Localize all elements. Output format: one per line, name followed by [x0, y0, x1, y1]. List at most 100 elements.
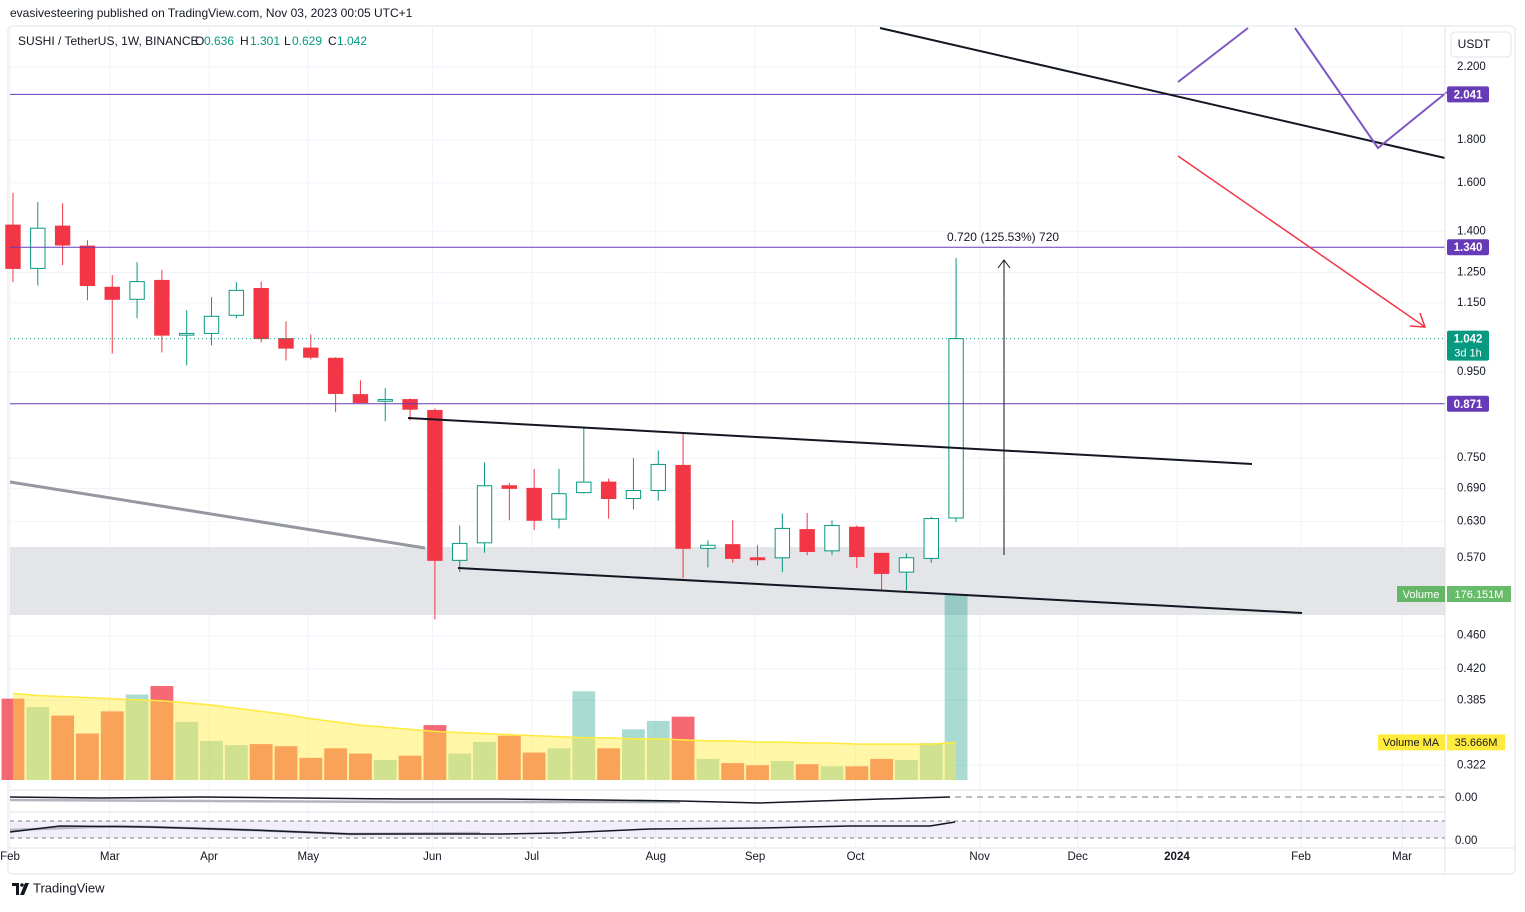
candle-body [799, 529, 815, 552]
indicator-value: 0.00 [1455, 792, 1477, 804]
indicator-value: 0.00 [1455, 835, 1477, 847]
x-tick-label: 2024 [1164, 851, 1190, 863]
candle-body [849, 526, 865, 558]
ma-value: 35.666M [1455, 737, 1498, 749]
candle-body [179, 332, 195, 336]
volume-bar [820, 766, 844, 780]
volume-bar [845, 766, 869, 780]
volume-bar [646, 720, 670, 780]
candle-body [725, 544, 741, 559]
y-tick-label: 0.630 [1457, 515, 1486, 527]
candle-body [824, 524, 840, 552]
y-tick-label: 0.570 [1457, 552, 1486, 564]
candle-body [551, 493, 567, 520]
volume-name-tag [1397, 586, 1445, 602]
volume-bar [150, 686, 174, 780]
trend-line [407, 417, 1253, 465]
footer: TradingView [12, 880, 105, 895]
candle-body [79, 245, 96, 286]
volume-bar [522, 752, 546, 780]
volume-bar [274, 746, 298, 780]
volume-bar [373, 759, 397, 780]
x-tick-label: May [297, 851, 319, 863]
currency-button[interactable] [1450, 31, 1512, 58]
volume-bar [572, 691, 596, 780]
measure-label: 0.720 (125.53%) 720 [947, 230, 1059, 244]
volume-bar [324, 748, 348, 780]
volume-bar [125, 694, 149, 780]
candle-body [700, 544, 716, 549]
candle-body [749, 557, 766, 561]
legend: SUSHI / TetherUS, 1W, BINANCE O 0.636 H … [18, 34, 367, 48]
volume-bar [299, 757, 323, 780]
volume-value: 176.151M [1455, 589, 1504, 601]
volume-bar [175, 721, 199, 780]
publisher-note: evasivesteering published on TradingView… [10, 6, 413, 20]
candle-body [576, 481, 592, 494]
symbol-title: SUSHI / TetherUS, 1W, BINANCE [18, 34, 199, 48]
last-price-label: 1.042 [1454, 334, 1483, 346]
indicator-line [9, 798, 680, 804]
trend-line [457, 567, 1303, 614]
indicator-line [9, 796, 951, 804]
price-line-tag [1447, 86, 1489, 103]
y-tick-label: 1.250 [1457, 266, 1486, 278]
logo [12, 883, 29, 895]
volume-bar [547, 748, 571, 780]
volume-bar [721, 763, 745, 780]
countdown: 3d 1h [1454, 348, 1482, 360]
candle-body [476, 485, 493, 544]
x-tick-label: Oct [847, 851, 866, 863]
ma-value-tag [1447, 734, 1505, 751]
volume-bar [349, 753, 372, 780]
candle-body [154, 279, 170, 336]
chart-frame [7, 25, 1516, 875]
volume-bar [895, 759, 918, 780]
trend-line [9, 480, 426, 550]
candle-body [625, 489, 642, 500]
volume-bar [497, 735, 521, 780]
path-drawing [1177, 27, 1249, 83]
x-tick-label: Nov [969, 851, 990, 863]
candle-body [104, 286, 120, 300]
volume-bar [1, 698, 25, 780]
candle-body [327, 357, 344, 394]
volume-bar [224, 745, 248, 780]
candle-body [675, 464, 691, 549]
trend-line [879, 27, 1446, 159]
volume-bar [919, 743, 943, 780]
candle-body [377, 399, 393, 402]
ma-name: Volume MA [1383, 737, 1440, 749]
price-line-tag [1447, 395, 1489, 412]
volume-bar [944, 594, 968, 780]
volume-ma-line [12, 692, 957, 745]
x-tick-label: Feb [0, 851, 20, 863]
x-tick-label: Mar [100, 851, 120, 863]
y-tick-label: 1.800 [1457, 134, 1486, 146]
candle-body [898, 557, 915, 573]
volume-bar [398, 755, 422, 780]
volume-bar [76, 733, 99, 780]
volume-bar [473, 741, 496, 780]
candle-body [54, 225, 71, 246]
arrow-head [1409, 312, 1427, 328]
candle-body [402, 399, 418, 410]
y-tick-label: 1.150 [1457, 297, 1486, 309]
volume-bar [795, 764, 819, 780]
footer-brand: TradingView [33, 880, 105, 895]
logo-dot [20, 883, 24, 887]
legend-value: 1.042 [337, 34, 367, 48]
x-tick-label: Jul [524, 851, 539, 863]
legend-value: 1.301 [250, 34, 280, 48]
price-line-label: 2.041 [1454, 89, 1483, 101]
volume-bar [622, 729, 645, 780]
volume-ma-area [12, 693, 957, 780]
currency-label[interactable]: USDT [1458, 37, 1491, 51]
x-tick-label: Aug [646, 851, 666, 863]
last-price-tag [1447, 330, 1489, 361]
ma-name-tag [1378, 734, 1445, 751]
candle-body [278, 338, 294, 349]
volume-bar [200, 740, 223, 780]
volume-bar [423, 725, 447, 780]
